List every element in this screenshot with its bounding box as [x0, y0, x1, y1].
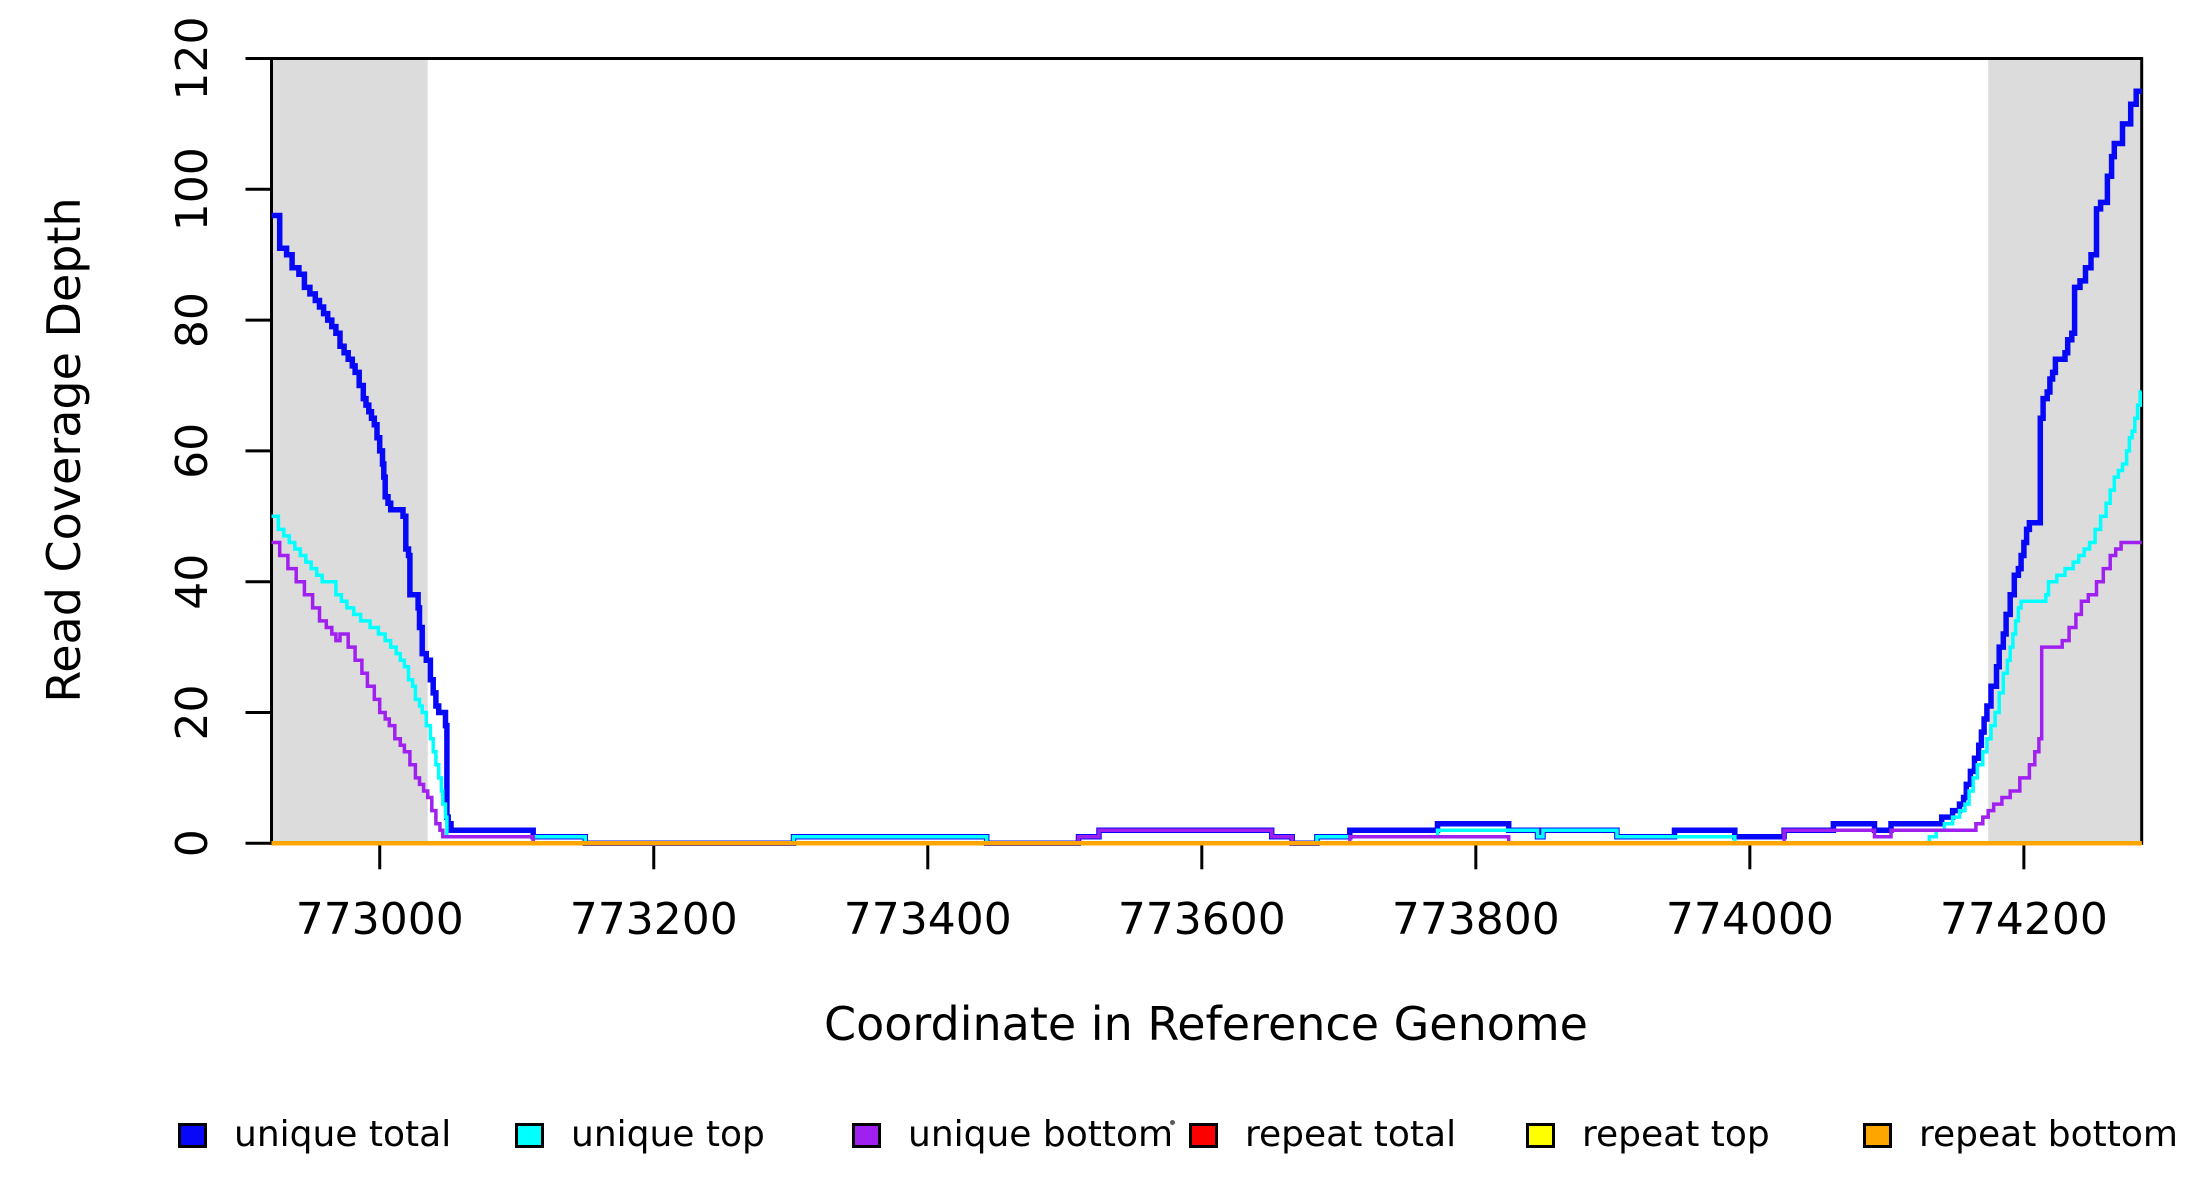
legend-item-repeat-top: repeat top	[1526, 1117, 1770, 1153]
y-tick-label: 60	[167, 423, 218, 479]
legend-label-unique-total: unique total	[234, 1114, 452, 1155]
series-line-unique-total	[271, 88, 2142, 847]
y-tick-label: 0	[167, 829, 218, 857]
legend-item-unique-top: unique top	[515, 1117, 765, 1153]
legend-label-unique-bottom: unique bottom	[908, 1114, 1174, 1155]
x-tick-label: 774000	[1666, 894, 1834, 945]
x-tick-label: 773600	[1118, 894, 1286, 945]
legend-label-unique-top: unique top	[571, 1114, 765, 1155]
plot-border	[270, 57, 2144, 845]
legend-label-repeat-top: repeat top	[1582, 1114, 1770, 1155]
stray-dot-artifact	[1170, 1120, 1175, 1125]
y-tick-label: 120	[167, 17, 218, 101]
y-tick-label: 80	[167, 292, 218, 348]
legend-label-repeat-bottom: repeat bottom	[1919, 1114, 2178, 1155]
x-tick-label: 773000	[296, 894, 464, 945]
legend-swatch-repeat-bottom	[1863, 1122, 1892, 1148]
x-tick-label: 773800	[1392, 894, 1560, 945]
legend-swatch-repeat-total	[1189, 1122, 1218, 1148]
y-tick-label: 40	[167, 554, 218, 610]
y-tick-label: 100	[167, 147, 218, 231]
shaded-region-left-flank	[271, 58, 428, 844]
shaded-region-right-flank	[1988, 58, 2142, 844]
legend-swatch-unique-top	[515, 1122, 544, 1148]
y-tick-label: 20	[167, 685, 218, 741]
legend-item-repeat-total: repeat total	[1189, 1117, 1456, 1153]
series-line-unique-top	[271, 390, 2143, 846]
legend-item-unique-bottom: unique bottom	[852, 1117, 1173, 1153]
y-axis-title: Read Coverage Depth	[37, 197, 91, 703]
x-tick-label: 773200	[570, 894, 738, 945]
x-tick-label: 773400	[844, 894, 1012, 945]
legend-label-repeat-total: repeat total	[1245, 1114, 1457, 1155]
legend-item-unique-total: unique total	[178, 1117, 451, 1153]
legend-swatch-unique-total	[178, 1122, 207, 1148]
legend-item-repeat-bottom: repeat bottom	[1863, 1117, 2178, 1153]
legend-swatch-unique-bottom	[852, 1122, 881, 1148]
series-line-unique-bottom	[271, 540, 2142, 846]
x-axis-title: Coordinate in Reference Genome	[824, 997, 1588, 1051]
legend-swatch-repeat-top	[1526, 1122, 1555, 1148]
x-tick-label: 774200	[1940, 894, 2108, 945]
